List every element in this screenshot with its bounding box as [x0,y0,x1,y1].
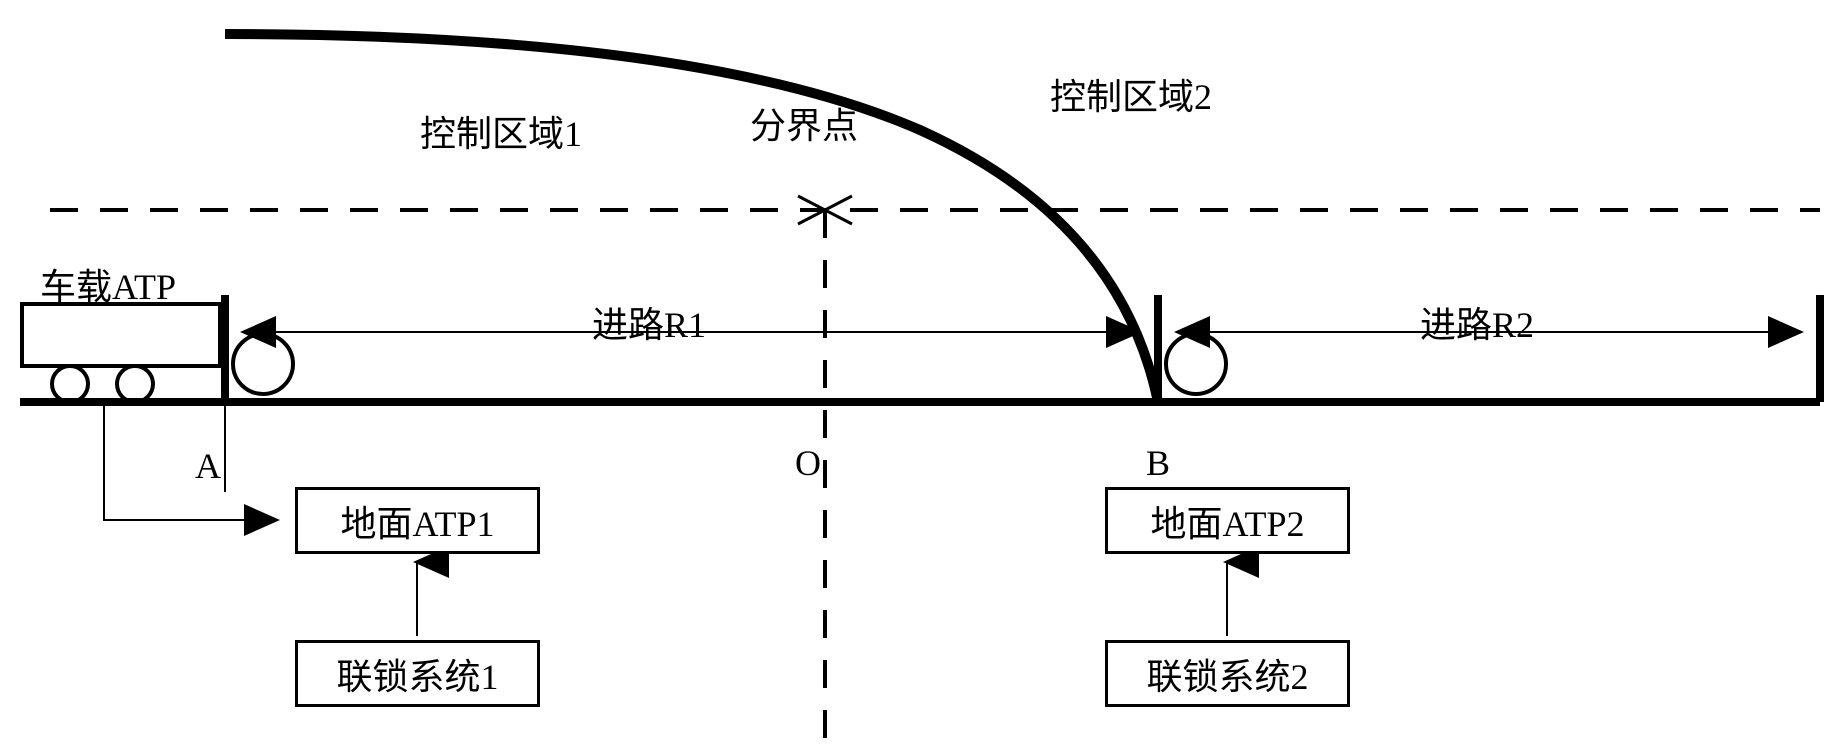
interlock1-box: 联锁系统1 [295,640,540,707]
ground-atp1-box: 地面ATP1 [295,487,540,554]
train-wheel-2 [117,366,153,402]
route-r2-label: 进路R2 [1420,296,1534,348]
interlock1-text: 联锁系统1 [336,648,498,700]
onboard-atp-label: 车载ATP [40,258,176,310]
control-zone1-label: 控制区域1 [420,105,582,157]
interlock2-box: 联锁系统2 [1105,640,1350,707]
signal-b-lamp [1166,334,1226,394]
boundary-point-label: 分界点 [750,97,858,149]
track-diagram [0,0,1838,747]
interlock2-text: 联锁系统2 [1146,648,1308,700]
signal-a-lamp [233,334,293,394]
train-to-atp1-arrow [104,402,276,520]
train-body [22,304,220,366]
train-wheel-1 [52,366,88,402]
route-r1-label: 进路R1 [592,296,706,348]
ground-atp1-text: 地面ATP1 [340,495,494,547]
ground-atp2-text: 地面ATP2 [1150,495,1304,547]
ground-atp2-box: 地面ATP2 [1105,487,1350,554]
point-b-label: B [1146,442,1170,484]
point-a-label: A [195,445,221,487]
control-zone2-label: 控制区域2 [1050,68,1212,120]
point-o-label: O [795,442,821,484]
